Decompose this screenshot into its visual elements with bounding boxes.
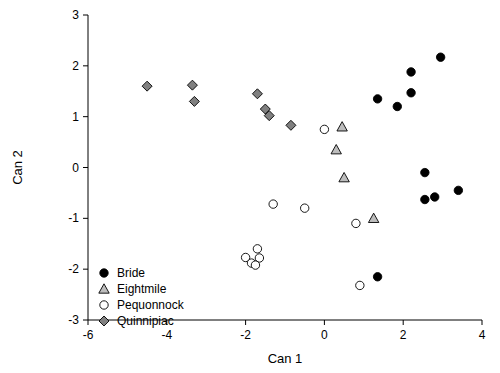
point [320,125,328,133]
legend-label: Bride [117,266,145,280]
point [269,200,277,208]
series [331,122,379,223]
y-tick [83,320,88,321]
point [368,213,378,222]
point [393,102,401,110]
y-tick [83,167,88,168]
point [189,96,199,106]
x-tick-label: 0 [321,328,328,342]
y-tick [83,269,88,270]
point [431,193,439,201]
y-axis-label: Can 2 [10,150,25,185]
y-tick [83,218,88,219]
point [286,120,296,130]
y-tick-label: 3 [72,8,79,22]
point [264,111,274,121]
point [253,245,261,253]
x-tick-label: 2 [400,328,407,342]
point [337,122,347,131]
point [454,186,462,194]
x-tick-label: -2 [240,328,251,342]
legend-label: Quinnipiac [117,314,174,328]
y-tick [83,65,88,66]
point [352,219,360,227]
legend-marker [99,316,109,326]
x-tick-label: 4 [479,328,486,342]
plot-area [142,53,462,290]
legend-label: Eightmile [117,282,167,296]
point [373,95,381,103]
x-tick [88,320,89,325]
y-tick-label: 0 [72,161,79,175]
legend-label: Pequonnock [117,298,185,312]
point [421,168,429,176]
x-tick-label: -6 [83,328,94,342]
x-tick [482,320,483,325]
series [373,53,462,281]
x-tick [403,320,404,325]
point [142,81,152,91]
y-tick-label: 2 [72,59,79,73]
legend: Bride Eightmile Pequonnock Quinnipiac [99,266,185,328]
y-tick-label: -2 [68,262,79,276]
y-tick-label: -1 [68,211,79,225]
x-tick [245,320,246,325]
point [356,281,364,289]
point [421,195,429,203]
y-tick-label: -3 [68,313,79,327]
point [331,145,341,154]
x-tick [324,320,325,325]
y-tick-label: 1 [72,110,79,124]
point [436,53,444,61]
x-tick-label: -4 [161,328,172,342]
point [251,261,259,269]
legend-marker [99,284,109,293]
point [301,204,309,212]
legend-marker [100,301,108,309]
chart: -6 -4 -2 0 2 4 -3 -2 -1 0 1 2 3 Can 1 Can 2 Bride Eightm… [0,0,500,373]
point [407,68,415,76]
legend-marker [100,269,108,277]
y-tick [83,15,88,16]
point [187,80,197,90]
point [373,273,381,281]
point [407,89,415,97]
series [142,80,296,130]
point [339,172,349,181]
y-tick [83,116,88,117]
series [241,125,364,289]
point [252,89,262,99]
x-axis-label: Can 1 [268,351,303,366]
